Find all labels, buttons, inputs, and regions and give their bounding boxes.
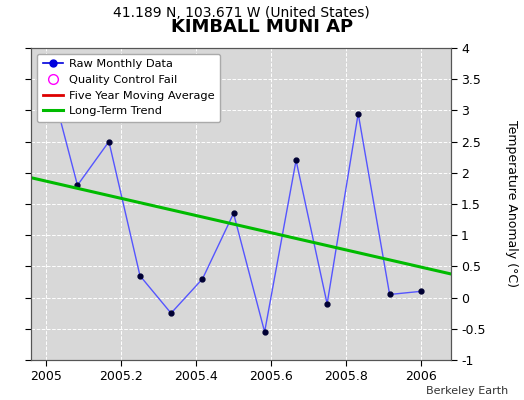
Y-axis label: Temperature Anomaly (°C): Temperature Anomaly (°C)	[505, 120, 518, 288]
Text: KIMBALL MUNI AP: KIMBALL MUNI AP	[171, 18, 353, 36]
Text: Berkeley Earth: Berkeley Earth	[426, 386, 508, 396]
Title: 41.189 N, 103.671 W (United States): 41.189 N, 103.671 W (United States)	[113, 6, 369, 20]
Legend: Raw Monthly Data, Quality Control Fail, Five Year Moving Average, Long-Term Tren: Raw Monthly Data, Quality Control Fail, …	[37, 54, 221, 122]
